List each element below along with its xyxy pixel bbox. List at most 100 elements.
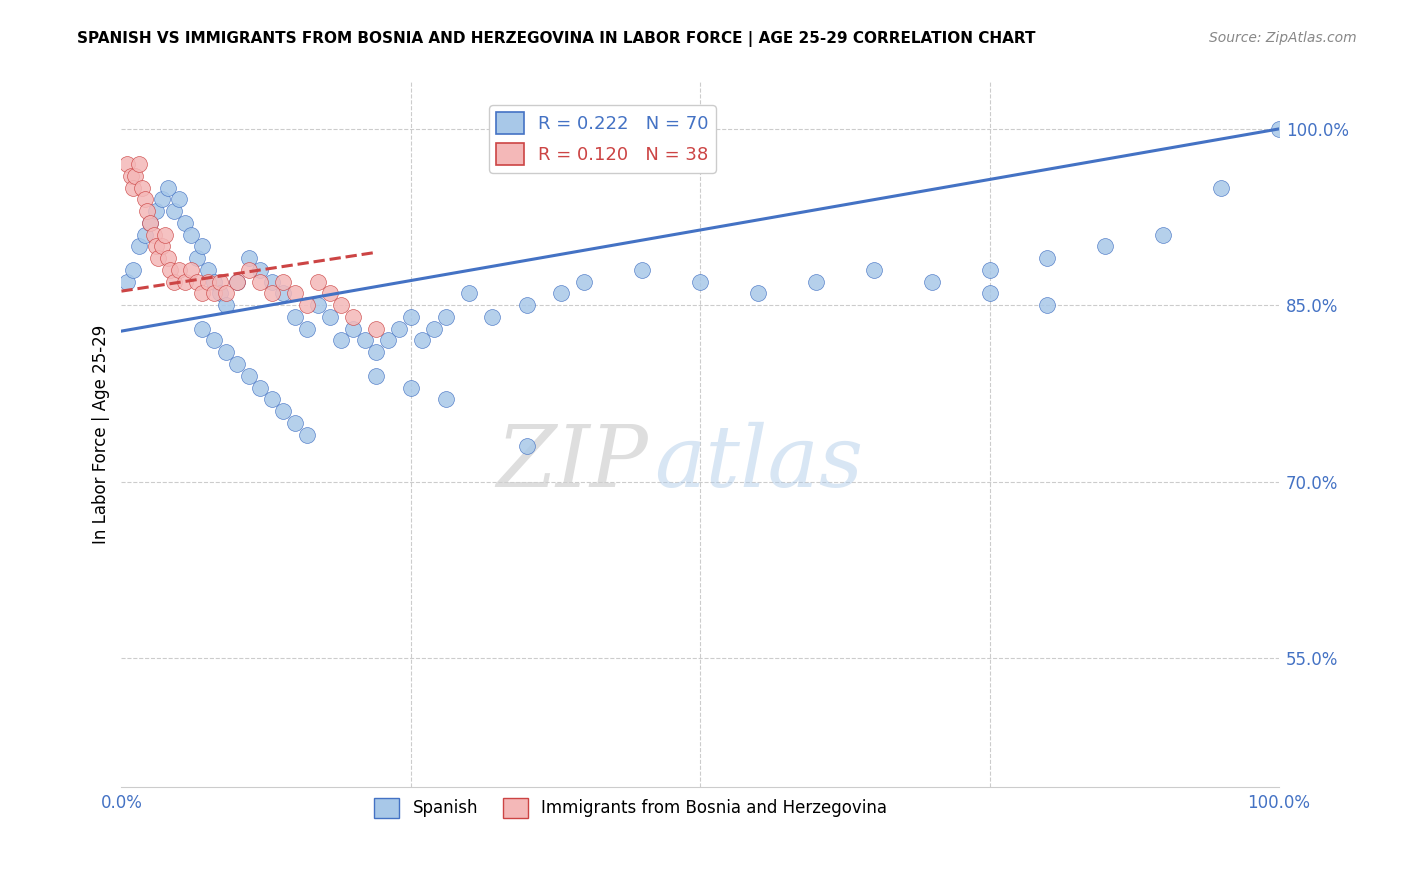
Point xyxy=(330,298,353,312)
Point xyxy=(208,275,231,289)
Point xyxy=(208,286,231,301)
Point xyxy=(1268,122,1291,136)
Text: SPANISH VS IMMIGRANTS FROM BOSNIA AND HERZEGOVINA IN LABOR FORCE | AGE 25-29 COR: SPANISH VS IMMIGRANTS FROM BOSNIA AND HE… xyxy=(77,31,1036,47)
Point xyxy=(399,380,422,394)
Point xyxy=(434,310,457,324)
Text: Source: ZipAtlas.com: Source: ZipAtlas.com xyxy=(1209,31,1357,45)
Text: atlas: atlas xyxy=(654,421,863,504)
Point xyxy=(226,275,249,289)
Point xyxy=(319,286,342,301)
Point xyxy=(128,239,150,253)
Point xyxy=(202,286,225,301)
Point xyxy=(159,263,181,277)
Point xyxy=(979,263,1001,277)
Point xyxy=(260,392,283,407)
Legend: Spanish, Immigrants from Bosnia and Herzegovina: Spanish, Immigrants from Bosnia and Herz… xyxy=(367,791,894,825)
Point xyxy=(186,251,208,265)
Point xyxy=(122,180,145,194)
Point xyxy=(197,275,219,289)
Point xyxy=(1094,239,1116,253)
Point xyxy=(273,286,295,301)
Point xyxy=(307,298,329,312)
Point xyxy=(862,263,884,277)
Point xyxy=(226,357,249,371)
Point xyxy=(115,157,138,171)
Point xyxy=(134,193,156,207)
Point xyxy=(515,439,537,453)
Point xyxy=(330,334,353,348)
Point xyxy=(202,275,225,289)
Point xyxy=(295,427,318,442)
Point xyxy=(124,169,146,183)
Point xyxy=(139,216,162,230)
Point xyxy=(134,227,156,242)
Point xyxy=(156,251,179,265)
Point xyxy=(284,286,307,301)
Point xyxy=(238,368,260,383)
Point xyxy=(273,275,295,289)
Point xyxy=(979,286,1001,301)
Point xyxy=(260,286,283,301)
Point xyxy=(1152,227,1174,242)
Point xyxy=(120,169,142,183)
Point xyxy=(145,239,167,253)
Point xyxy=(191,286,214,301)
Point xyxy=(342,322,364,336)
Point xyxy=(214,286,236,301)
Point xyxy=(238,263,260,277)
Point xyxy=(364,322,387,336)
Point xyxy=(260,275,283,289)
Point xyxy=(319,310,342,324)
Point xyxy=(169,263,191,277)
Point xyxy=(156,180,179,194)
Point xyxy=(295,298,318,312)
Point xyxy=(921,275,943,289)
Point xyxy=(364,368,387,383)
Point xyxy=(142,227,165,242)
Point xyxy=(174,275,197,289)
Point xyxy=(353,334,375,348)
Point xyxy=(388,322,411,336)
Point xyxy=(457,286,479,301)
Point xyxy=(191,239,214,253)
Point xyxy=(284,310,307,324)
Y-axis label: In Labor Force | Age 25-29: In Labor Force | Age 25-29 xyxy=(93,325,110,544)
Point xyxy=(423,322,446,336)
Point xyxy=(150,239,173,253)
Point xyxy=(155,227,177,242)
Point xyxy=(434,392,457,407)
Point xyxy=(1036,251,1059,265)
Point xyxy=(122,263,145,277)
Text: ZIP: ZIP xyxy=(496,421,648,504)
Point xyxy=(186,275,208,289)
Point xyxy=(399,310,422,324)
Point xyxy=(128,157,150,171)
Point xyxy=(180,263,202,277)
Point xyxy=(550,286,572,301)
Point xyxy=(169,193,191,207)
Point xyxy=(689,275,711,289)
Point xyxy=(214,345,236,359)
Point xyxy=(139,216,162,230)
Point xyxy=(226,275,249,289)
Point xyxy=(148,251,170,265)
Point xyxy=(115,275,138,289)
Point xyxy=(249,380,271,394)
Point xyxy=(1209,180,1232,194)
Point xyxy=(162,275,184,289)
Point xyxy=(162,204,184,219)
Point xyxy=(191,322,214,336)
Point xyxy=(145,204,167,219)
Point xyxy=(342,310,364,324)
Point xyxy=(197,263,219,277)
Point xyxy=(135,204,157,219)
Point xyxy=(631,263,654,277)
Point xyxy=(202,334,225,348)
Point xyxy=(377,334,399,348)
Point xyxy=(131,180,153,194)
Point xyxy=(1036,298,1059,312)
Point xyxy=(214,298,236,312)
Point xyxy=(295,322,318,336)
Point xyxy=(249,263,271,277)
Point xyxy=(515,298,537,312)
